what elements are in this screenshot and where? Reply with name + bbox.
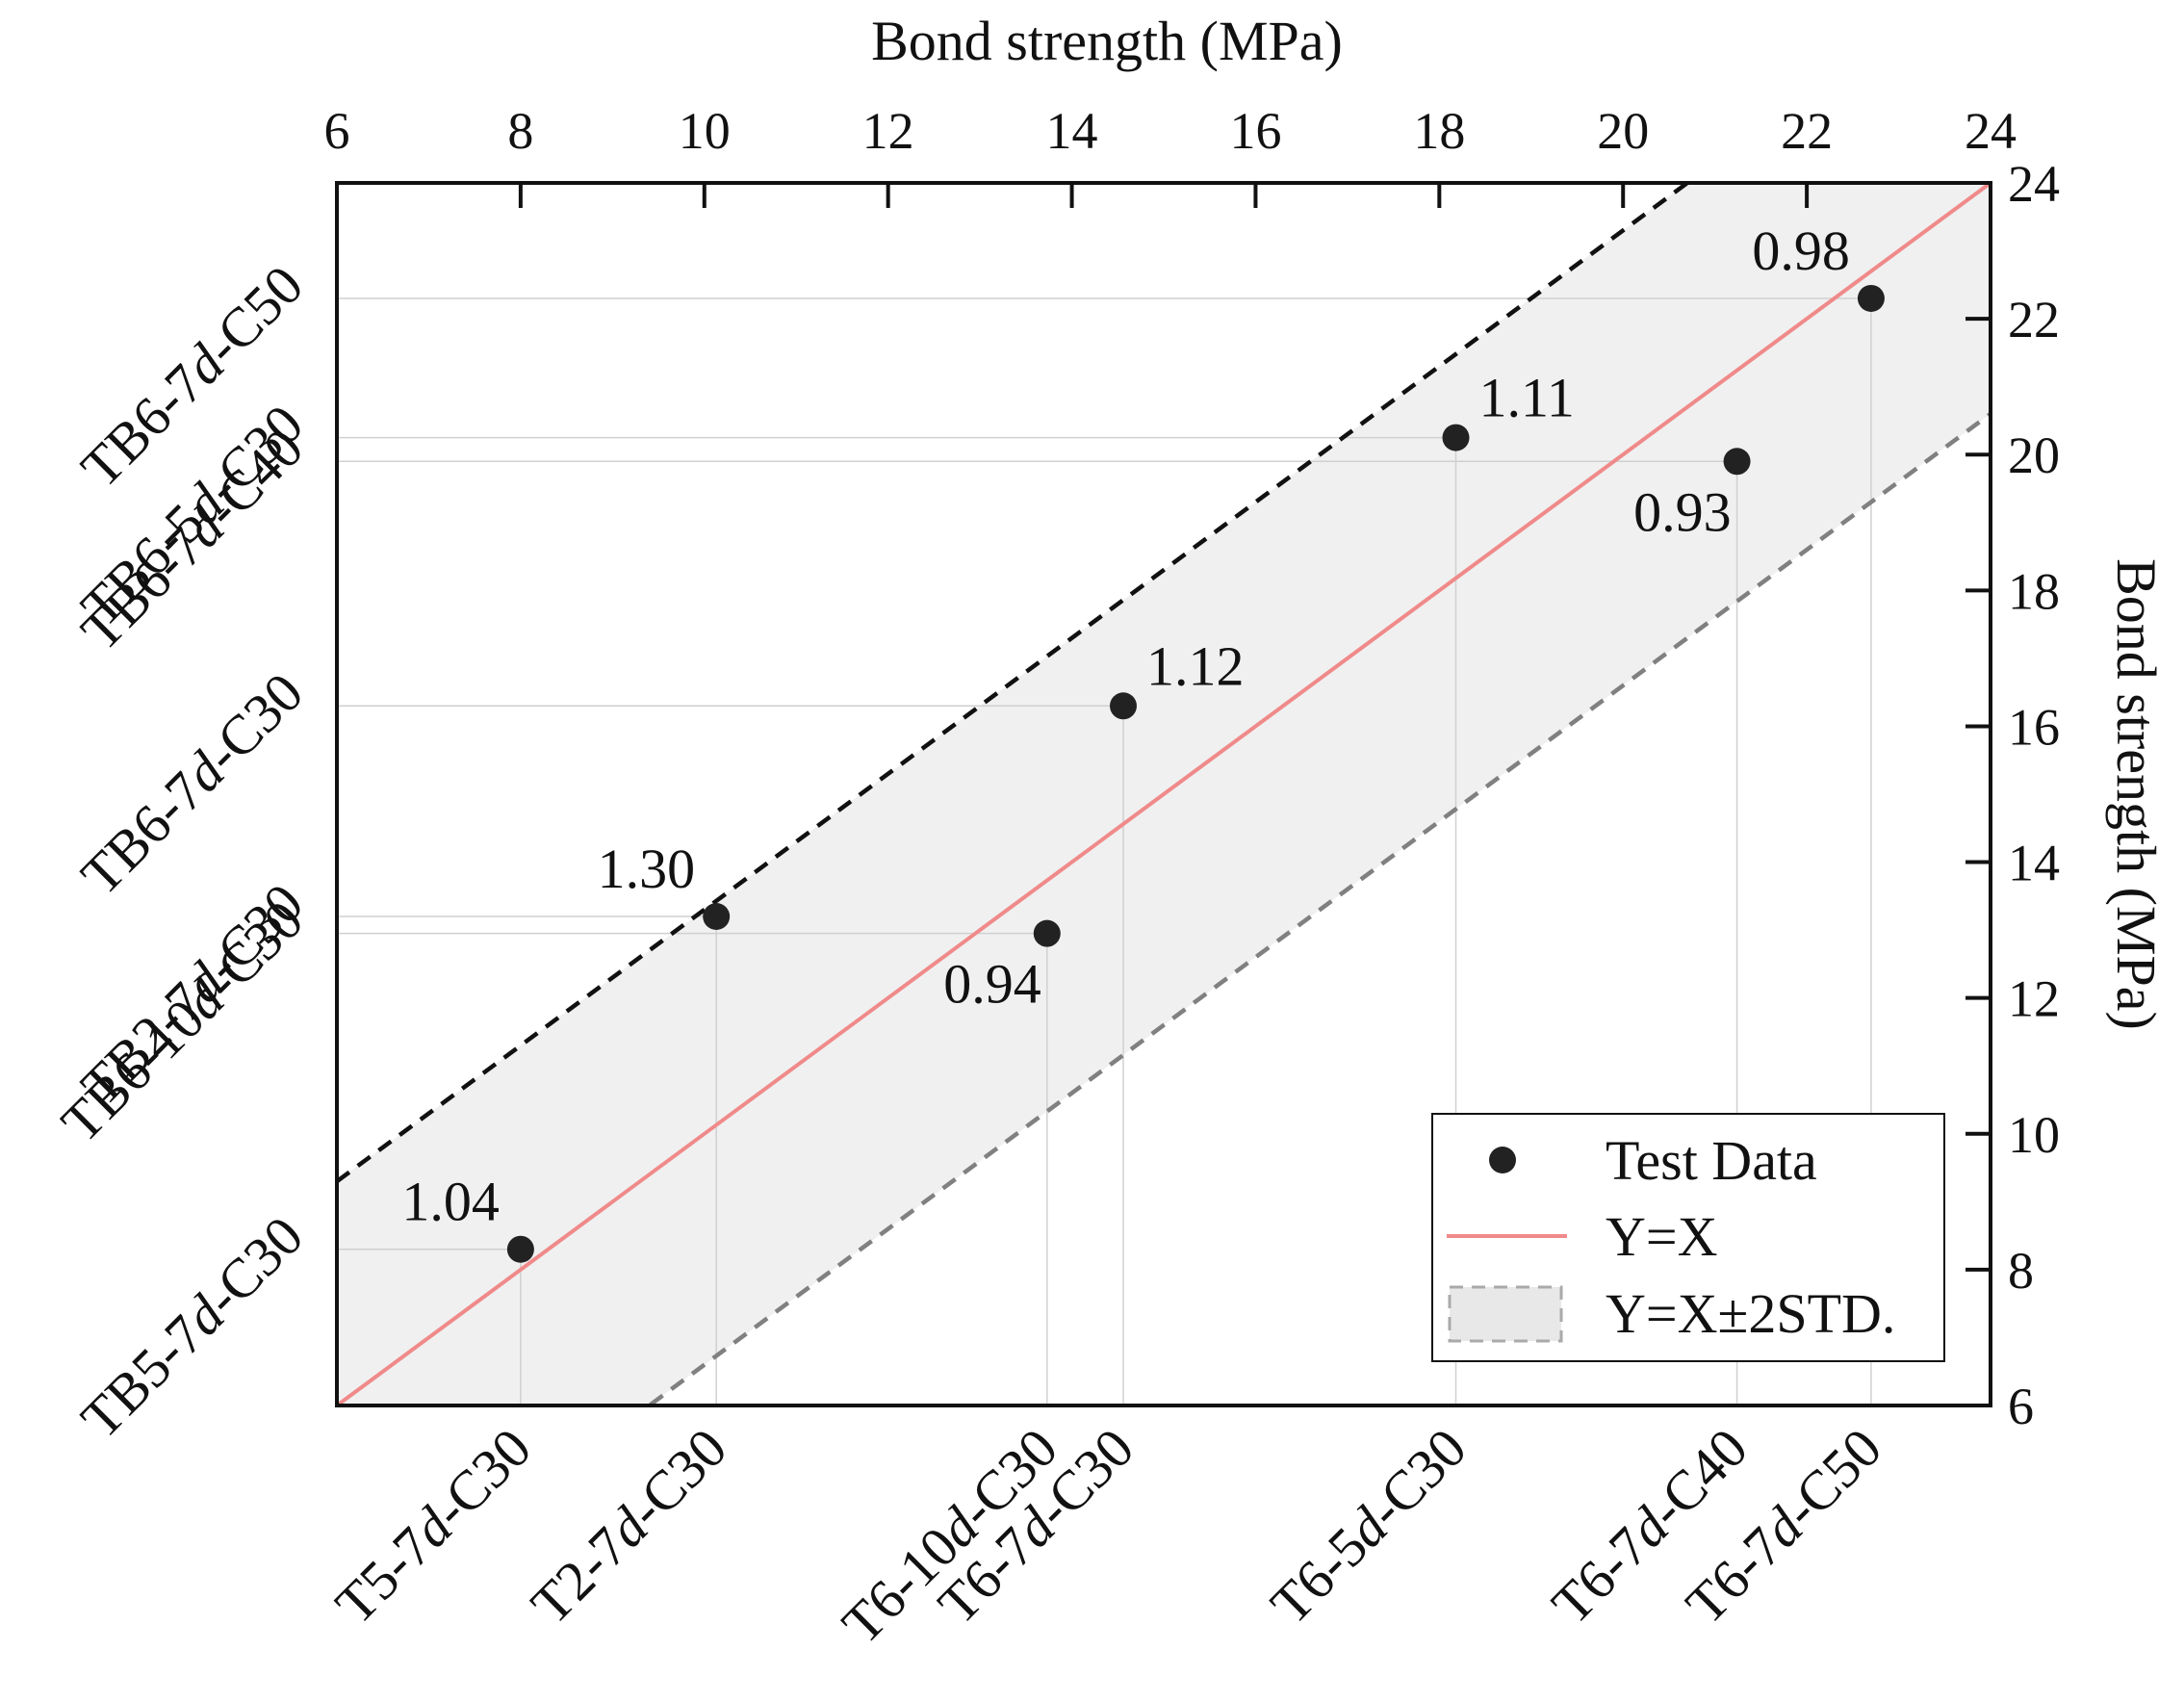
right-axis-tick-label: 18 (2008, 562, 2060, 620)
data-point (1857, 284, 1885, 312)
data-point (703, 903, 731, 930)
top-axis-tick-label: 24 (1965, 102, 2017, 160)
bottom-specimen-label: T5-7d-C30 (323, 1416, 543, 1636)
right-axis-tick-label: 14 (2008, 835, 2060, 892)
right-axis-tick-label: 10 (2008, 1106, 2060, 1164)
top-axis-tick-label: 16 (1229, 102, 1281, 160)
ratio-label: 0.93 (1633, 480, 1732, 543)
ratio-label: 1.11 (1479, 367, 1575, 429)
data-point (506, 1235, 534, 1263)
top-axis-tick-label: 18 (1413, 102, 1465, 160)
lower-bound-line (645, 412, 1991, 1405)
left-specimen-label: TB6-10d-C30 (49, 889, 315, 1154)
ratio-label: 1.30 (598, 838, 696, 900)
top-axis-tick-label: 6 (324, 102, 350, 160)
top-axis-title: Bond strength (MPa) (871, 10, 1343, 72)
bottom-specimen-label: T2-7d-C30 (519, 1416, 738, 1636)
right-axis-tick-label: 12 (2008, 970, 2060, 1028)
data-point (1442, 424, 1470, 451)
ratio-label: 1.04 (401, 1171, 500, 1233)
legend-label: Y=X±2STD. (1606, 1282, 1895, 1345)
top-axis-tick-label: 12 (862, 102, 914, 160)
top-axis-tick-label: 14 (1046, 102, 1098, 160)
left-specimen-label: TB5-7d-C30 (69, 1204, 316, 1451)
plot-frame (335, 181, 1992, 1407)
std-band (337, 183, 1991, 1405)
right-axis-tick-label: 20 (2008, 426, 2060, 484)
right-axis-tick-label: 24 (2008, 155, 2060, 213)
legend-label: Y=X (1606, 1205, 1717, 1268)
upper-bound-line (337, 183, 1691, 1183)
top-axis-tick-label: 22 (1781, 102, 1833, 160)
ratio-label: 0.98 (1752, 219, 1850, 282)
left-specimen-label: TB6-7d-C30 (69, 661, 316, 908)
top-axis-tick-label: 10 (679, 102, 731, 160)
y-equals-x-line (337, 183, 1991, 1405)
legend-marker-test-data (1489, 1147, 1516, 1173)
legend-marker-std-band (1448, 1285, 1563, 1343)
right-axis-tick-label: 8 (2008, 1242, 2034, 1300)
data-point (1110, 692, 1138, 720)
data-point (1723, 448, 1751, 476)
data-point (1033, 919, 1061, 947)
right-axis-tick-label: 6 (2008, 1378, 2034, 1435)
right-axis-tick-label: 22 (2008, 291, 2060, 348)
right-axis-title: Bond strength (MPa) (2105, 558, 2168, 1030)
top-axis-tick-label: 20 (1597, 102, 1649, 160)
legend-label: Test Data (1606, 1129, 1817, 1192)
bottom-specimen-label: T6-5d-C30 (1258, 1416, 1477, 1636)
legend: Test Data Y=X Y=X±2STD. (1431, 1113, 1945, 1362)
ratio-label: 0.94 (943, 953, 1041, 1016)
ratio-label: 1.12 (1146, 634, 1245, 697)
right-axis-tick-label: 16 (2008, 698, 2060, 756)
top-axis-tick-label: 8 (507, 102, 533, 160)
